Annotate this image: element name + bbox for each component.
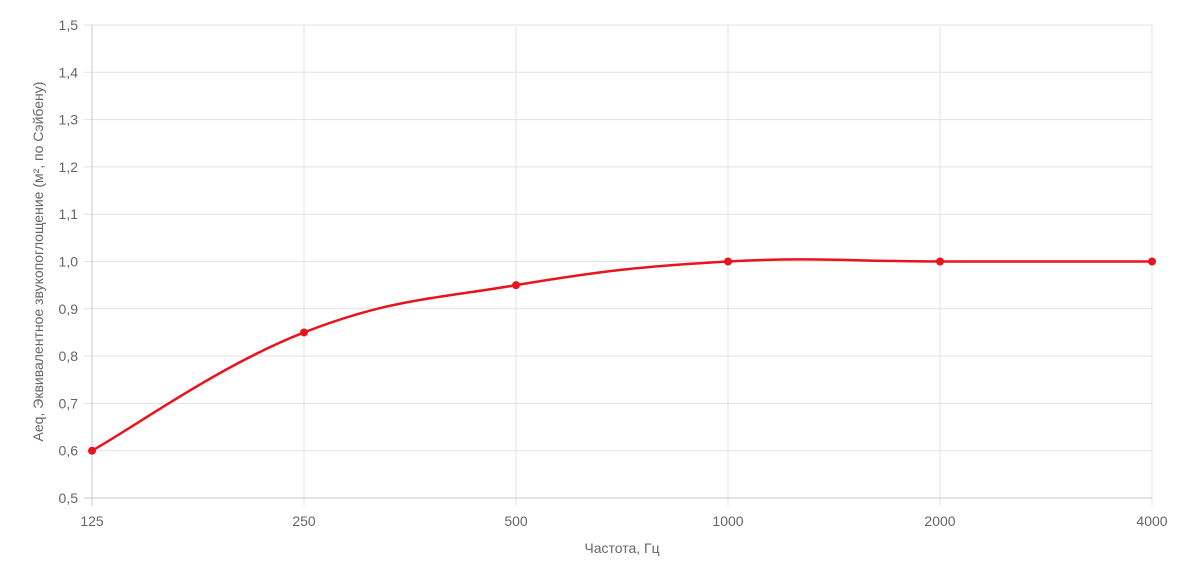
y-tick-labels: 0,5 0,6 0,7 0,8 0,9 1,0 1,1 1,2 1,3 1,4 1,5 [59,17,79,506]
y-tick-label: 0,9 [59,301,79,317]
y-tick-label: 1,5 [59,17,79,33]
y-tick-label: 0,6 [59,443,79,459]
y-tick-label: 1,1 [59,206,79,222]
x-tick-labels: 125 250 500 1000 2000 4000 [80,513,1167,529]
data-point[interactable] [1148,257,1156,266]
y-tick-label: 0,5 [59,490,79,506]
data-point[interactable] [724,257,732,266]
vertical-gridlines [91,25,1153,506]
x-tick-label: 4000 [1136,513,1167,529]
horizontal-gridlines [84,24,1152,499]
y-tick-label: 1,3 [59,112,79,128]
x-axis-title: Частота, Гц [584,540,659,556]
x-tick-label: 1000 [712,513,743,529]
x-tick-label: 500 [504,513,528,529]
x-tick-label: 250 [292,513,316,529]
y-tick-label: 1,0 [59,254,79,270]
series-line [90,258,1154,452]
x-tick-label: 125 [80,513,104,529]
data-point[interactable] [936,257,944,266]
y-tick-label: 0,7 [59,395,79,411]
y-axis-title: Aeq, Эквивалентное звукопоглощение (м², … [30,82,46,442]
series-layer [88,257,1156,455]
y-tick-label: 1,2 [59,159,79,175]
x-tick-label: 2000 [924,513,955,529]
data-point[interactable] [512,281,520,290]
data-point[interactable] [300,328,308,337]
y-tick-label: 0,8 [59,348,79,364]
y-tick-label: 1,4 [59,64,79,80]
data-point[interactable] [88,446,96,455]
